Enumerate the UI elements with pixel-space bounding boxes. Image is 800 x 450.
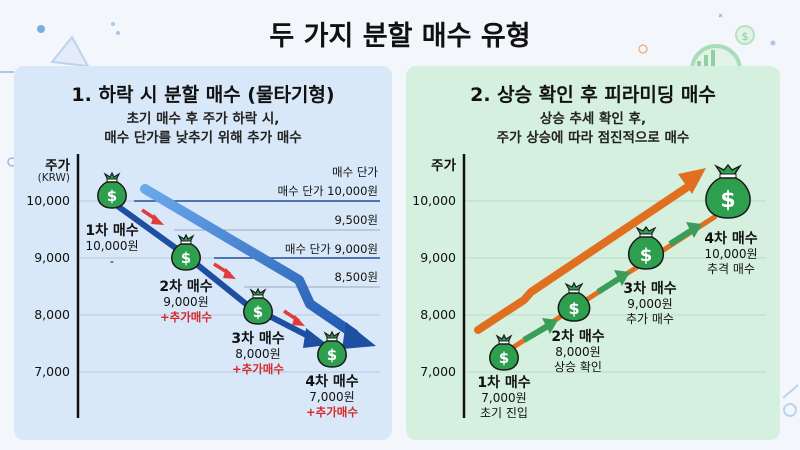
money-bag-icon: $ xyxy=(171,233,201,271)
right-step-3: 3차 매수 9,000원 추가 매수 xyxy=(605,282,695,327)
right-step-4: 4차 매수 10,000원 추격 매수 xyxy=(686,232,776,277)
svg-text:$: $ xyxy=(720,188,735,213)
step-price: 9,000원 xyxy=(163,295,209,309)
step-price: 8,000원 xyxy=(555,345,601,359)
svg-text:$: $ xyxy=(107,187,117,205)
right-y-tick: 7,000 xyxy=(420,364,456,379)
svg-text:$: $ xyxy=(253,303,263,321)
left-subtitle-line1: 초기 매수 후 주가 하락 시, xyxy=(126,111,280,127)
right-panel-title: 2. 상승 확인 후 피라미딩 매수 xyxy=(470,84,716,106)
right-subtitle-line2: 주가 상승에 따라 점진적으로 매수 xyxy=(496,130,690,146)
left-axis-title: 주가 xyxy=(45,158,70,174)
step-name: 4차 매수 xyxy=(305,374,359,390)
left-step-4: 4차 매수 7,000원 +추가매수 xyxy=(287,375,377,420)
page-title: 두 가지 분할 매수 유형 xyxy=(269,21,531,52)
svg-text:$: $ xyxy=(327,346,337,364)
step-price: 7,000원 xyxy=(481,391,527,405)
left-chart: $ $ $ $ xyxy=(76,154,380,418)
step-note: +추가매수 xyxy=(306,405,358,419)
left-y-tick: 9,000 xyxy=(34,250,70,265)
svg-text:$: $ xyxy=(742,30,749,43)
right-panel-pyramiding: 2. 상승 확인 후 피라미딩 매수 상승 추세 확인 후, 주가 상승에 따라… xyxy=(406,66,780,440)
right-y-tick: 8,000 xyxy=(420,307,456,322)
left-y-tick: 7,000 xyxy=(34,364,70,379)
red-arrows xyxy=(141,208,305,326)
money-bag-icon: $ xyxy=(97,171,127,209)
level-header: 매수 단가 xyxy=(332,165,378,179)
step-note: +추가매수 xyxy=(160,310,212,324)
money-bag-icon: $ xyxy=(557,281,591,322)
svg-text:$: $ xyxy=(568,299,579,318)
step-name: 1차 매수 xyxy=(477,375,531,391)
right-axis-title: 주가 xyxy=(431,158,456,174)
money-bag-icon: $ xyxy=(317,330,347,368)
left-panel-averaging-down: 1. 하락 시 분할 매수 (물타기형) 초기 매수 후 주가 하락 시, 매수… xyxy=(14,66,392,440)
right-y-tick: 9,000 xyxy=(420,250,456,265)
step-note: +추가매수 xyxy=(232,362,284,376)
money-bag-icon: $ xyxy=(243,287,273,325)
left-y-tick: 10,000 xyxy=(26,193,70,208)
step-name: 3차 매수 xyxy=(623,281,677,297)
step-price: 8,000원 xyxy=(235,347,281,361)
right-panel-subtitle: 상승 추세 확인 후, 주가 상승에 따라 점진적으로 매수 xyxy=(406,110,780,148)
money-bag-icon: $ xyxy=(489,333,519,371)
step-name: 2차 매수 xyxy=(159,279,213,295)
level-label-10000: 매수 단가 10,000원 xyxy=(277,184,378,198)
step-price: 10,000원 xyxy=(704,247,758,261)
left-panel-subtitle: 초기 매수 후 주가 하락 시, 매수 단가를 낮추기 위해 추가 매수 xyxy=(14,110,392,148)
step-price: 7,000원 xyxy=(309,390,355,404)
right-step-1: 1차 매수 7,000원 초기 진입 xyxy=(459,376,549,421)
left-axis-unit: (KRW) xyxy=(37,172,70,184)
step-note: - xyxy=(109,254,115,268)
money-bag-icon: $ xyxy=(705,163,751,219)
right-chart: $ $ $ $ xyxy=(462,154,766,418)
uptrend-arrow xyxy=(474,184,690,334)
svg-text:$: $ xyxy=(499,349,509,367)
level-label-8500: 8,500원 xyxy=(334,270,378,284)
money-bag-icon: $ xyxy=(628,226,664,270)
step-name: 3차 매수 xyxy=(231,331,285,347)
svg-text:$: $ xyxy=(640,245,653,266)
step-price: 10,000원 xyxy=(85,239,139,253)
step-name: 4차 매수 xyxy=(704,231,758,247)
right-step-2: 2차 매수 8,000원 상승 확인 xyxy=(533,330,623,375)
step-note: 초기 진입 xyxy=(480,406,528,420)
green-step-arrows xyxy=(522,222,702,343)
step-price: 9,000원 xyxy=(627,297,673,311)
left-step-3: 3차 매수 8,000원 +추가매수 xyxy=(213,332,303,377)
price-trend-arrow xyxy=(140,184,359,339)
step-note: 추격 매수 xyxy=(707,262,755,276)
left-step-1: 1차 매수 10,000원 - xyxy=(67,224,157,269)
right-subtitle-line1: 상승 추세 확인 후, xyxy=(539,111,647,127)
left-step-2: 2차 매수 9,000원 +추가매수 xyxy=(141,280,231,325)
step-name: 1차 매수 xyxy=(85,223,139,239)
step-name: 2차 매수 xyxy=(551,329,605,345)
svg-text:$: $ xyxy=(181,249,191,267)
step-note: 상승 확인 xyxy=(554,360,602,374)
right-y-tick: 10,000 xyxy=(412,193,456,208)
level-label-9000: 매수 단가 9,000원 xyxy=(284,242,378,256)
left-subtitle-line2: 매수 단가를 낮추기 위해 추가 매수 xyxy=(104,130,302,146)
left-y-tick: 8,000 xyxy=(34,307,70,322)
left-panel-title: 1. 하락 시 분할 매수 (물타기형) xyxy=(71,84,335,106)
level-label-9500: 9,500원 xyxy=(334,213,378,227)
step-note: 추가 매수 xyxy=(626,312,674,326)
